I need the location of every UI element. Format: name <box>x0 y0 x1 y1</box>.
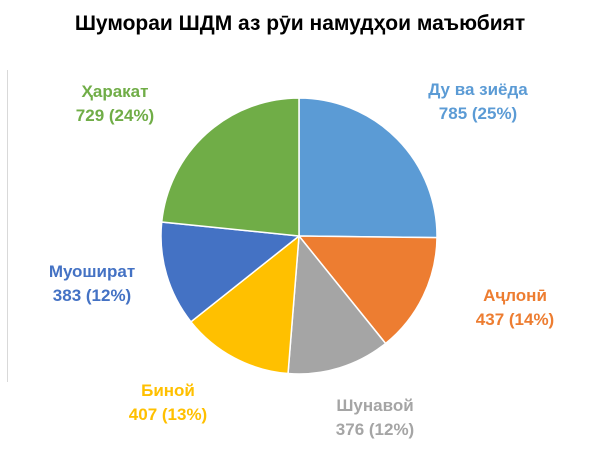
data-label-binoi: Биной 407 (13%) <box>103 379 233 427</box>
slice-value-ajloni: 437 (14%) <box>475 310 555 329</box>
slice-label-ajloni: Аҷлонӣ <box>483 286 547 305</box>
slice-value-du-va-zieda: 785 (25%) <box>438 104 518 123</box>
pie-slice-5 <box>160 97 300 237</box>
pie-slice-4 <box>160 221 301 323</box>
data-label-du-va-zieda: Ду ва зиёда 785 (25%) <box>403 78 553 126</box>
data-label-ajloni: Аҷлонӣ 437 (14%) <box>450 284 580 332</box>
pie-slice-2 <box>287 234 387 375</box>
slice-label-harakat: Ҳаракат <box>81 82 149 101</box>
pie-slice-1 <box>297 235 438 345</box>
chart-title: Шумораи ШДМ аз рӯи намудҳои маъюбият <box>74 12 526 35</box>
slice-value-shunavoi: 376 (12%) <box>335 420 415 439</box>
data-label-harakat: Ҳаракат 729 (24%) <box>50 80 180 128</box>
chart-border-line <box>7 70 8 382</box>
slice-value-muoshirat: 383 (12%) <box>52 286 132 305</box>
slice-value-harakat: 729 (24%) <box>75 106 155 125</box>
slice-label-du-va-zieda: Ду ва зиёда <box>428 80 528 99</box>
slice-label-muoshirat: Муошират <box>48 262 136 281</box>
pie-slice-0 <box>298 97 438 239</box>
slice-label-shunavoi: Шунавой <box>336 396 414 415</box>
data-label-shunavoi: Шунавой 376 (12%) <box>310 394 440 442</box>
pie-slice-3 <box>189 234 300 375</box>
slice-label-binoi: Биной <box>141 381 195 400</box>
data-label-muoshirat: Муошират 383 (12%) <box>22 260 162 308</box>
slice-value-binoi: 407 (13%) <box>128 405 208 424</box>
